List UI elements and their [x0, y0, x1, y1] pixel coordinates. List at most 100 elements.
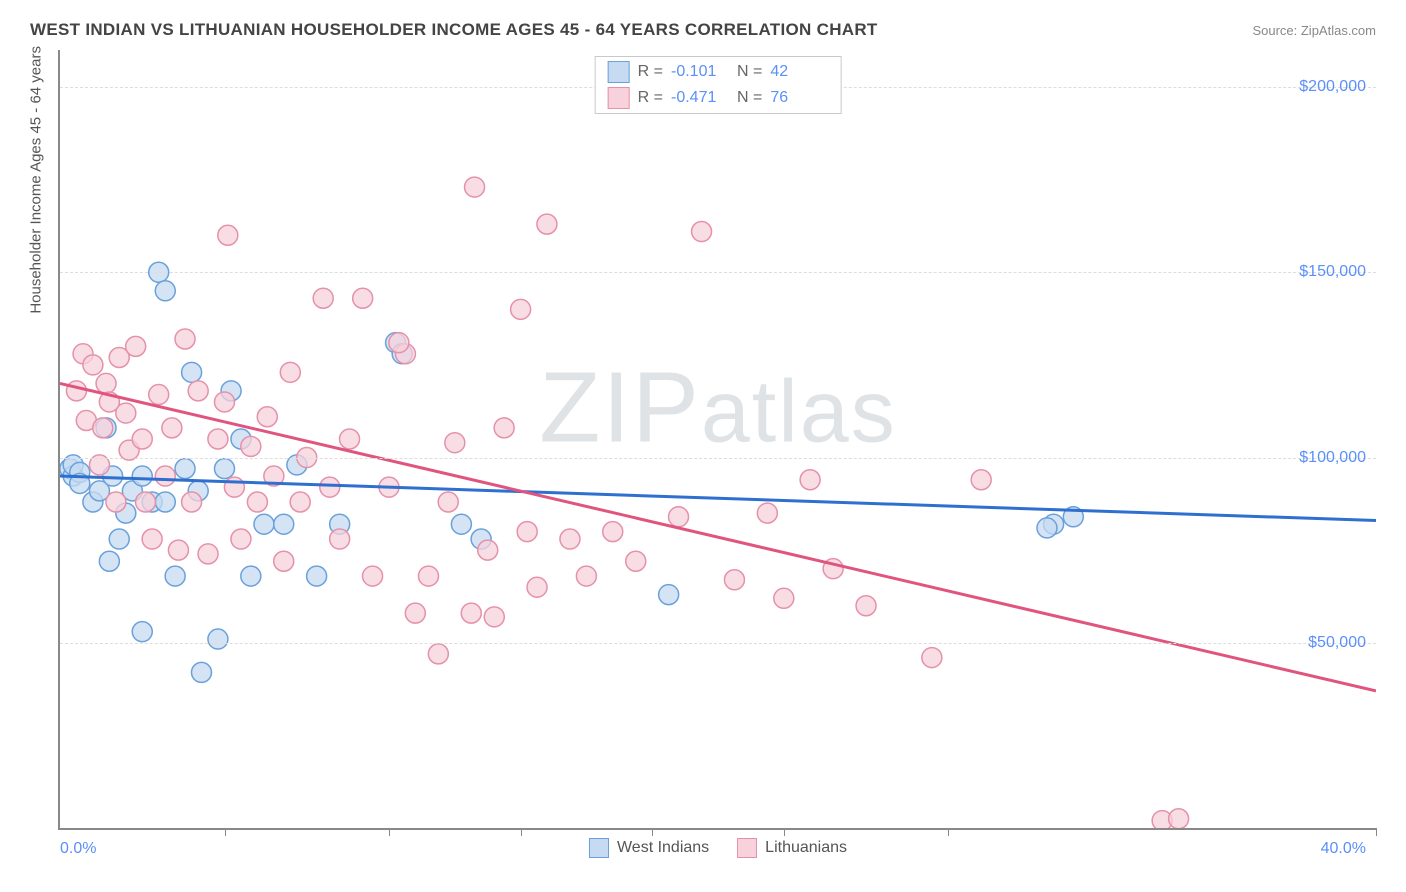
gridline — [60, 272, 1376, 273]
scatter-point — [182, 492, 202, 512]
series-label-2: Lithuanians — [765, 839, 847, 857]
scatter-point — [1037, 518, 1057, 538]
series-swatch-2 — [737, 838, 757, 858]
n-label-2: N = — [737, 89, 762, 107]
scatter-point — [465, 177, 485, 197]
y-axis-title: Householder Income Ages 45 - 64 years — [28, 46, 45, 314]
scatter-point — [132, 466, 152, 486]
scatter-point — [451, 514, 471, 534]
scatter-point — [198, 544, 218, 564]
scatter-point — [669, 507, 689, 527]
scatter-point — [155, 281, 175, 301]
n-label-1: N = — [737, 63, 762, 81]
scatter-point — [165, 566, 185, 586]
scatter-point — [363, 566, 383, 586]
scatter-point — [757, 503, 777, 523]
scatter-point — [132, 622, 152, 642]
scatter-point — [274, 551, 294, 571]
scatter-point — [313, 288, 333, 308]
chart-title: WEST INDIAN VS LITHUANIAN HOUSEHOLDER IN… — [30, 20, 878, 40]
correlation-row-2: R = -0.471 N = 76 — [596, 85, 841, 111]
n-value-2: 76 — [770, 89, 828, 107]
scatter-point — [188, 381, 208, 401]
scatter-point — [162, 418, 182, 438]
scatter-point — [405, 603, 425, 623]
scatter-point — [560, 529, 580, 549]
x-tick — [521, 828, 522, 836]
gridline — [60, 643, 1376, 644]
y-tick-label: $50,000 — [1308, 634, 1366, 652]
plot-svg — [60, 50, 1376, 828]
x-tick — [389, 828, 390, 836]
scatter-point — [280, 362, 300, 382]
scatter-point — [494, 418, 514, 438]
scatter-point — [1169, 809, 1189, 828]
scatter-point — [774, 588, 794, 608]
scatter-point — [106, 492, 126, 512]
scatter-point — [692, 222, 712, 242]
source-label: Source: ZipAtlas.com — [1252, 23, 1376, 38]
legend-swatch-1 — [608, 61, 630, 83]
scatter-point — [96, 373, 116, 393]
chart-container: WEST INDIAN VS LITHUANIAN HOUSEHOLDER IN… — [0, 0, 1406, 892]
scatter-point — [99, 551, 119, 571]
scatter-point — [175, 459, 195, 479]
scatter-point — [182, 362, 202, 382]
scatter-point — [428, 644, 448, 664]
scatter-point — [724, 570, 744, 590]
scatter-point — [537, 214, 557, 234]
scatter-point — [66, 381, 86, 401]
series-legend-item-1: West Indians — [589, 838, 709, 858]
scatter-point — [254, 514, 274, 534]
r-label-2: R = — [638, 89, 663, 107]
scatter-point — [478, 540, 498, 560]
scatter-point — [257, 407, 277, 427]
scatter-point — [93, 418, 113, 438]
x-tick — [1376, 828, 1377, 836]
scatter-point — [126, 336, 146, 356]
legend-swatch-2 — [608, 87, 630, 109]
correlation-row-1: R = -0.101 N = 42 — [596, 59, 841, 85]
scatter-point — [175, 329, 195, 349]
scatter-point — [241, 436, 261, 456]
series-label-1: West Indians — [617, 839, 709, 857]
scatter-point — [438, 492, 458, 512]
scatter-point — [290, 492, 310, 512]
scatter-point — [445, 433, 465, 453]
series-swatch-1 — [589, 838, 609, 858]
scatter-point — [168, 540, 188, 560]
scatter-point — [340, 429, 360, 449]
header-row: WEST INDIAN VS LITHUANIAN HOUSEHOLDER IN… — [30, 20, 1376, 40]
scatter-point — [136, 492, 156, 512]
scatter-point — [320, 477, 340, 497]
x-tick — [948, 828, 949, 836]
scatter-point — [856, 596, 876, 616]
series-legend-item-2: Lithuanians — [737, 838, 847, 858]
scatter-point — [208, 429, 228, 449]
scatter-point — [353, 288, 373, 308]
source-prefix: Source: — [1252, 23, 1300, 38]
source-link[interactable]: ZipAtlas.com — [1301, 23, 1376, 38]
scatter-point — [155, 492, 175, 512]
scatter-point — [116, 403, 136, 423]
scatter-point — [231, 529, 251, 549]
scatter-point — [247, 492, 267, 512]
scatter-point — [576, 566, 596, 586]
scatter-point — [191, 662, 211, 682]
scatter-point — [922, 648, 942, 668]
scatter-point — [149, 385, 169, 405]
scatter-point — [215, 392, 235, 412]
y-tick-label: $100,000 — [1299, 449, 1366, 467]
x-tick — [225, 828, 226, 836]
scatter-point — [800, 470, 820, 490]
x-tick — [652, 828, 653, 836]
scatter-point — [971, 470, 991, 490]
scatter-point — [241, 566, 261, 586]
x-axis-label-left: 0.0% — [60, 840, 96, 858]
scatter-point — [307, 566, 327, 586]
scatter-point — [132, 429, 152, 449]
scatter-point — [330, 529, 350, 549]
scatter-point — [389, 333, 409, 353]
scatter-point — [484, 607, 504, 627]
gridline — [60, 458, 1376, 459]
